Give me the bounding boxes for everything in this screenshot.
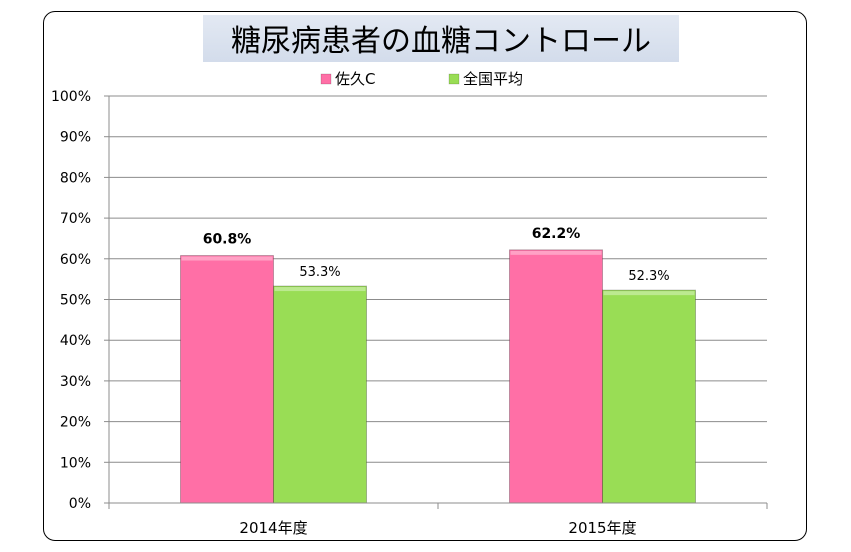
- y-axis: 0% 10% 20% 30% 40% 50% 60% 70% 80% 90% 100%: [51, 89, 110, 512]
- chart-title: 糖尿病患者の血糖コントロール: [231, 24, 651, 59]
- bar: [180, 255, 274, 504]
- bar: [273, 285, 367, 504]
- y-tick-label: 30%: [60, 374, 91, 390]
- x-tick-label: 2015年度: [568, 519, 636, 537]
- y-tick-label: 80%: [60, 170, 91, 186]
- y-tick-label: 90%: [60, 130, 91, 146]
- bar-highlight: [181, 256, 273, 261]
- data-label: 60.8%: [203, 232, 252, 248]
- y-tick-label: 70%: [60, 211, 91, 227]
- bar-highlight: [510, 250, 602, 255]
- bar-highlight: [603, 291, 695, 296]
- y-tick-label: 20%: [60, 415, 91, 431]
- data-label: 52.3%: [628, 269, 669, 284]
- bar: [509, 249, 603, 504]
- data-labels: 60.8% 53.3% 62.2% 52.3%: [203, 226, 670, 284]
- bar: [602, 289, 696, 504]
- legend: 佐久C 全国平均: [320, 70, 523, 88]
- chart-title-background: [203, 15, 679, 62]
- x-axis: 2014年度 2015年度: [108, 502, 768, 537]
- x-tick-label: 2014年度: [239, 519, 307, 537]
- data-label: 62.2%: [532, 226, 581, 242]
- y-tick-label: 50%: [60, 293, 91, 309]
- bar-highlight: [274, 287, 366, 292]
- y-tick-label: 10%: [60, 455, 91, 471]
- legend-swatch: [320, 73, 332, 85]
- y-tick-label: 60%: [60, 252, 91, 268]
- legend-label: 全国平均: [463, 70, 523, 88]
- bars: [180, 249, 696, 504]
- y-tick-label: 40%: [60, 333, 91, 349]
- legend-swatch: [448, 73, 460, 85]
- legend-label: 佐久C: [335, 70, 375, 88]
- y-tick-label: 100%: [51, 89, 91, 105]
- data-label: 53.3%: [299, 265, 340, 280]
- y-tick-label: 0%: [69, 496, 91, 512]
